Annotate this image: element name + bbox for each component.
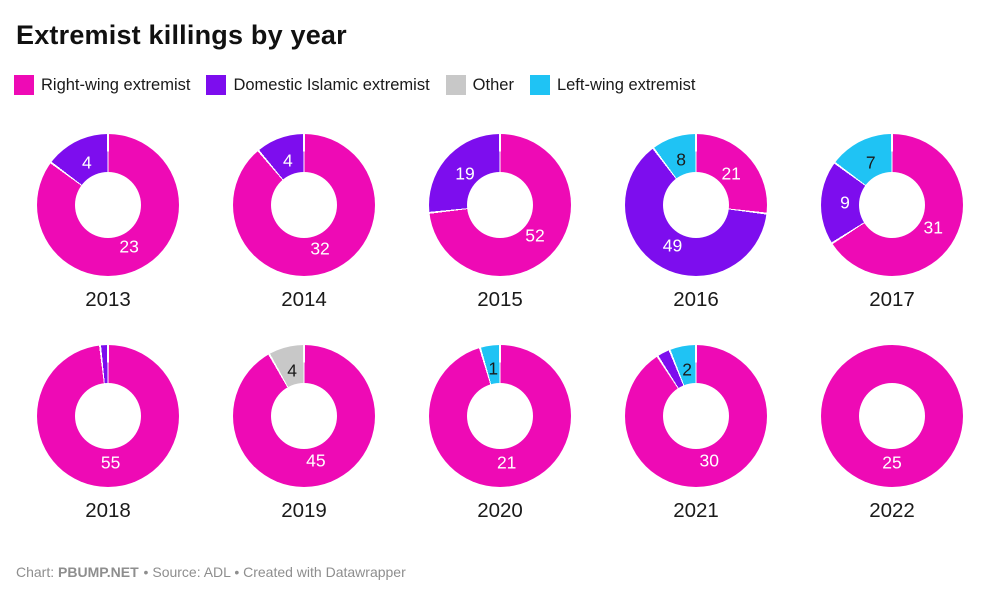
slice-label-2016-right_wing: 21	[721, 163, 741, 184]
slice-label-2019-other: 4	[287, 359, 297, 380]
slice-label-2021-left_wing: 2	[682, 359, 692, 380]
donut-cell-2019: 45 4 2019	[206, 345, 402, 523]
donut-2020: 21 1	[429, 345, 571, 487]
slice-label-2016-left_wing: 8	[676, 149, 686, 170]
donut-cell-2016: 21 49 8 2016	[598, 134, 794, 312]
legend: Right-wing extremist Domestic Islamic ext…	[14, 75, 695, 95]
donut-2018: 55	[37, 345, 179, 487]
year-label-2018: 2018	[85, 499, 131, 522]
legend-item-right_wing: Right-wing extremist	[14, 75, 190, 95]
donut-cell-2020: 21 1 2020	[402, 345, 598, 523]
chart-title: Extremist killings by year	[16, 20, 347, 50]
legend-item-left_wing: Left-wing extremist	[529, 75, 696, 95]
legend-swatch-right_wing	[14, 75, 34, 95]
donut-cell-2015: 52 19 2015	[402, 134, 598, 312]
year-label-2015: 2015	[477, 288, 523, 311]
legend-item-other: Other	[445, 75, 514, 95]
slice-label-2016-domestic_islamic: 49	[662, 234, 683, 255]
slice-label-2017-domestic_islamic: 9	[840, 192, 850, 213]
donut-cell-2018: 55 2018	[10, 345, 206, 523]
donut-2015: 52 19	[429, 134, 571, 276]
donut-cell-2017: 31 9 7 2017	[794, 134, 990, 312]
footer-brand-link[interactable]: PBUMP.NET	[58, 564, 139, 580]
legend-label: Left-wing extremist	[556, 75, 696, 94]
donut-2022: 25	[821, 345, 963, 487]
legend-label: Domestic Islamic extremist	[233, 75, 430, 94]
donut-hole	[859, 172, 925, 238]
donut-hole	[75, 172, 141, 238]
slice-label-2015-domestic_islamic: 19	[455, 162, 475, 183]
donut-cell-2022: 25 2022	[794, 345, 990, 523]
donut-cell-2021: 30 2 2021	[598, 345, 794, 523]
year-label-2017: 2017	[869, 288, 915, 311]
donut-cell-2014: 32 4 2014	[206, 134, 402, 312]
donut-hole	[663, 383, 729, 449]
donut-hole	[271, 383, 337, 449]
year-label-2019: 2019	[281, 499, 327, 522]
footer: Chart: PBUMP.NET • Source: ADL • Created…	[16, 564, 407, 580]
year-label-2022: 2022	[869, 499, 915, 522]
slice-label-2022-right_wing: 25	[882, 452, 902, 473]
legend-item-domestic_islamic: Domestic Islamic extremist	[206, 75, 430, 95]
slice-label-2020-right_wing: 21	[496, 451, 517, 472]
donut-2016: 21 49 8	[625, 134, 767, 276]
legend-swatch-left_wing	[529, 75, 550, 95]
legend-swatch-other	[445, 75, 466, 95]
footer-suffix: • Source: ADL • Created with Datawrapper	[139, 564, 406, 580]
slice-label-2015-right_wing: 52	[525, 225, 545, 246]
slice-label-2018-right_wing: 55	[100, 452, 121, 473]
slice-label-2021-right_wing: 30	[699, 450, 719, 471]
year-label-2020: 2020	[477, 499, 523, 522]
donut-hole	[271, 172, 337, 238]
slice-label-2013-right_wing: 23	[119, 236, 139, 257]
slice-label-2017-left_wing: 7	[865, 152, 876, 173]
donut-2021: 30 2	[625, 345, 767, 487]
slice-label-2020-left_wing: 1	[488, 358, 499, 379]
footer-prefix: Chart:	[16, 564, 59, 580]
donut-hole	[75, 383, 141, 449]
slice-label-2013-domestic_islamic: 4	[82, 152, 92, 173]
year-label-2021: 2021	[673, 499, 719, 522]
donut-2014: 32 4	[233, 134, 375, 276]
donut-hole	[663, 172, 729, 238]
donut-2017: 31 9 7	[821, 134, 963, 276]
slice-label-2017-right_wing: 31	[923, 216, 943, 237]
year-label-2014: 2014	[281, 288, 327, 311]
donut-grid: 23 4 2013 32 4 2014 52 19 2015 21 49 8 2016 31 9 7 2017 5…	[10, 134, 990, 523]
legend-swatch-domestic_islamic	[206, 75, 227, 95]
donut-hole	[467, 172, 533, 238]
donut-hole	[467, 383, 533, 449]
donut-cell-2013: 23 4 2013	[10, 134, 206, 312]
slice-label-2019-right_wing: 45	[306, 450, 326, 471]
legend-label: Other	[472, 75, 514, 94]
year-label-2013: 2013	[85, 288, 131, 311]
slice-label-2014-right_wing: 32	[310, 238, 330, 259]
legend-label: Right-wing extremist	[41, 75, 191, 94]
year-label-2016: 2016	[673, 288, 719, 311]
donut-2019: 45 4	[233, 345, 375, 487]
slice-label-2014-domestic_islamic: 4	[283, 150, 293, 171]
donut-hole	[859, 383, 925, 449]
donut-2013: 23 4	[37, 134, 179, 276]
